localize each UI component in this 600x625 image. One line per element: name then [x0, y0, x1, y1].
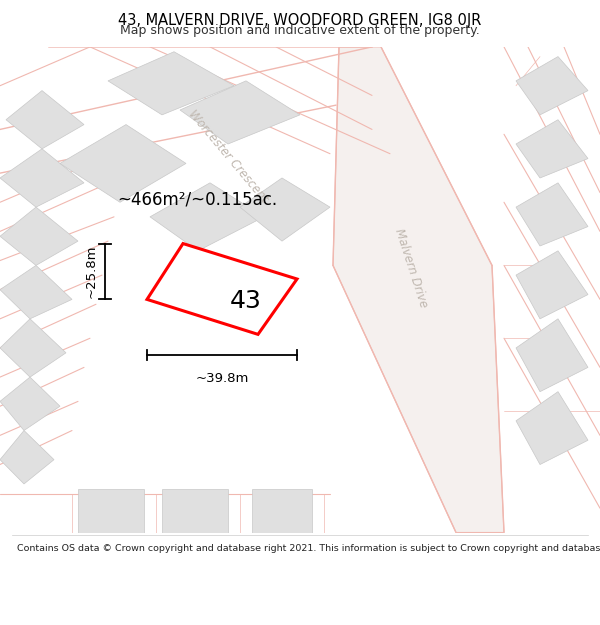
- Polygon shape: [333, 47, 504, 532]
- Polygon shape: [0, 149, 84, 207]
- Polygon shape: [0, 266, 72, 319]
- Polygon shape: [0, 319, 66, 377]
- Polygon shape: [516, 183, 588, 246]
- Text: 43, MALVERN DRIVE, WOODFORD GREEN, IG8 0JR: 43, MALVERN DRIVE, WOODFORD GREEN, IG8 0…: [118, 13, 482, 28]
- Polygon shape: [0, 431, 54, 484]
- Polygon shape: [516, 319, 588, 392]
- Polygon shape: [78, 489, 144, 532]
- Text: Worcester Crescent: Worcester Crescent: [185, 107, 271, 205]
- Polygon shape: [252, 489, 312, 532]
- Polygon shape: [516, 392, 588, 464]
- Text: ~466m²/~0.115ac.: ~466m²/~0.115ac.: [117, 191, 277, 209]
- Text: Contains OS data © Crown copyright and database right 2021. This information is : Contains OS data © Crown copyright and d…: [17, 544, 600, 552]
- Polygon shape: [60, 124, 186, 202]
- Polygon shape: [516, 120, 588, 178]
- Polygon shape: [6, 91, 84, 149]
- Polygon shape: [180, 81, 300, 144]
- Polygon shape: [147, 244, 297, 334]
- Text: ~39.8m: ~39.8m: [196, 372, 248, 385]
- Polygon shape: [150, 183, 264, 251]
- Text: 43: 43: [229, 289, 261, 313]
- Polygon shape: [0, 377, 60, 431]
- Polygon shape: [516, 251, 588, 319]
- Polygon shape: [516, 57, 588, 115]
- Polygon shape: [240, 178, 330, 241]
- Polygon shape: [162, 489, 228, 532]
- Text: ~25.8m: ~25.8m: [85, 245, 98, 298]
- Polygon shape: [0, 207, 78, 266]
- Polygon shape: [108, 52, 234, 115]
- Text: Malvern Drive: Malvern Drive: [392, 227, 430, 309]
- Text: Map shows position and indicative extent of the property.: Map shows position and indicative extent…: [120, 24, 480, 36]
